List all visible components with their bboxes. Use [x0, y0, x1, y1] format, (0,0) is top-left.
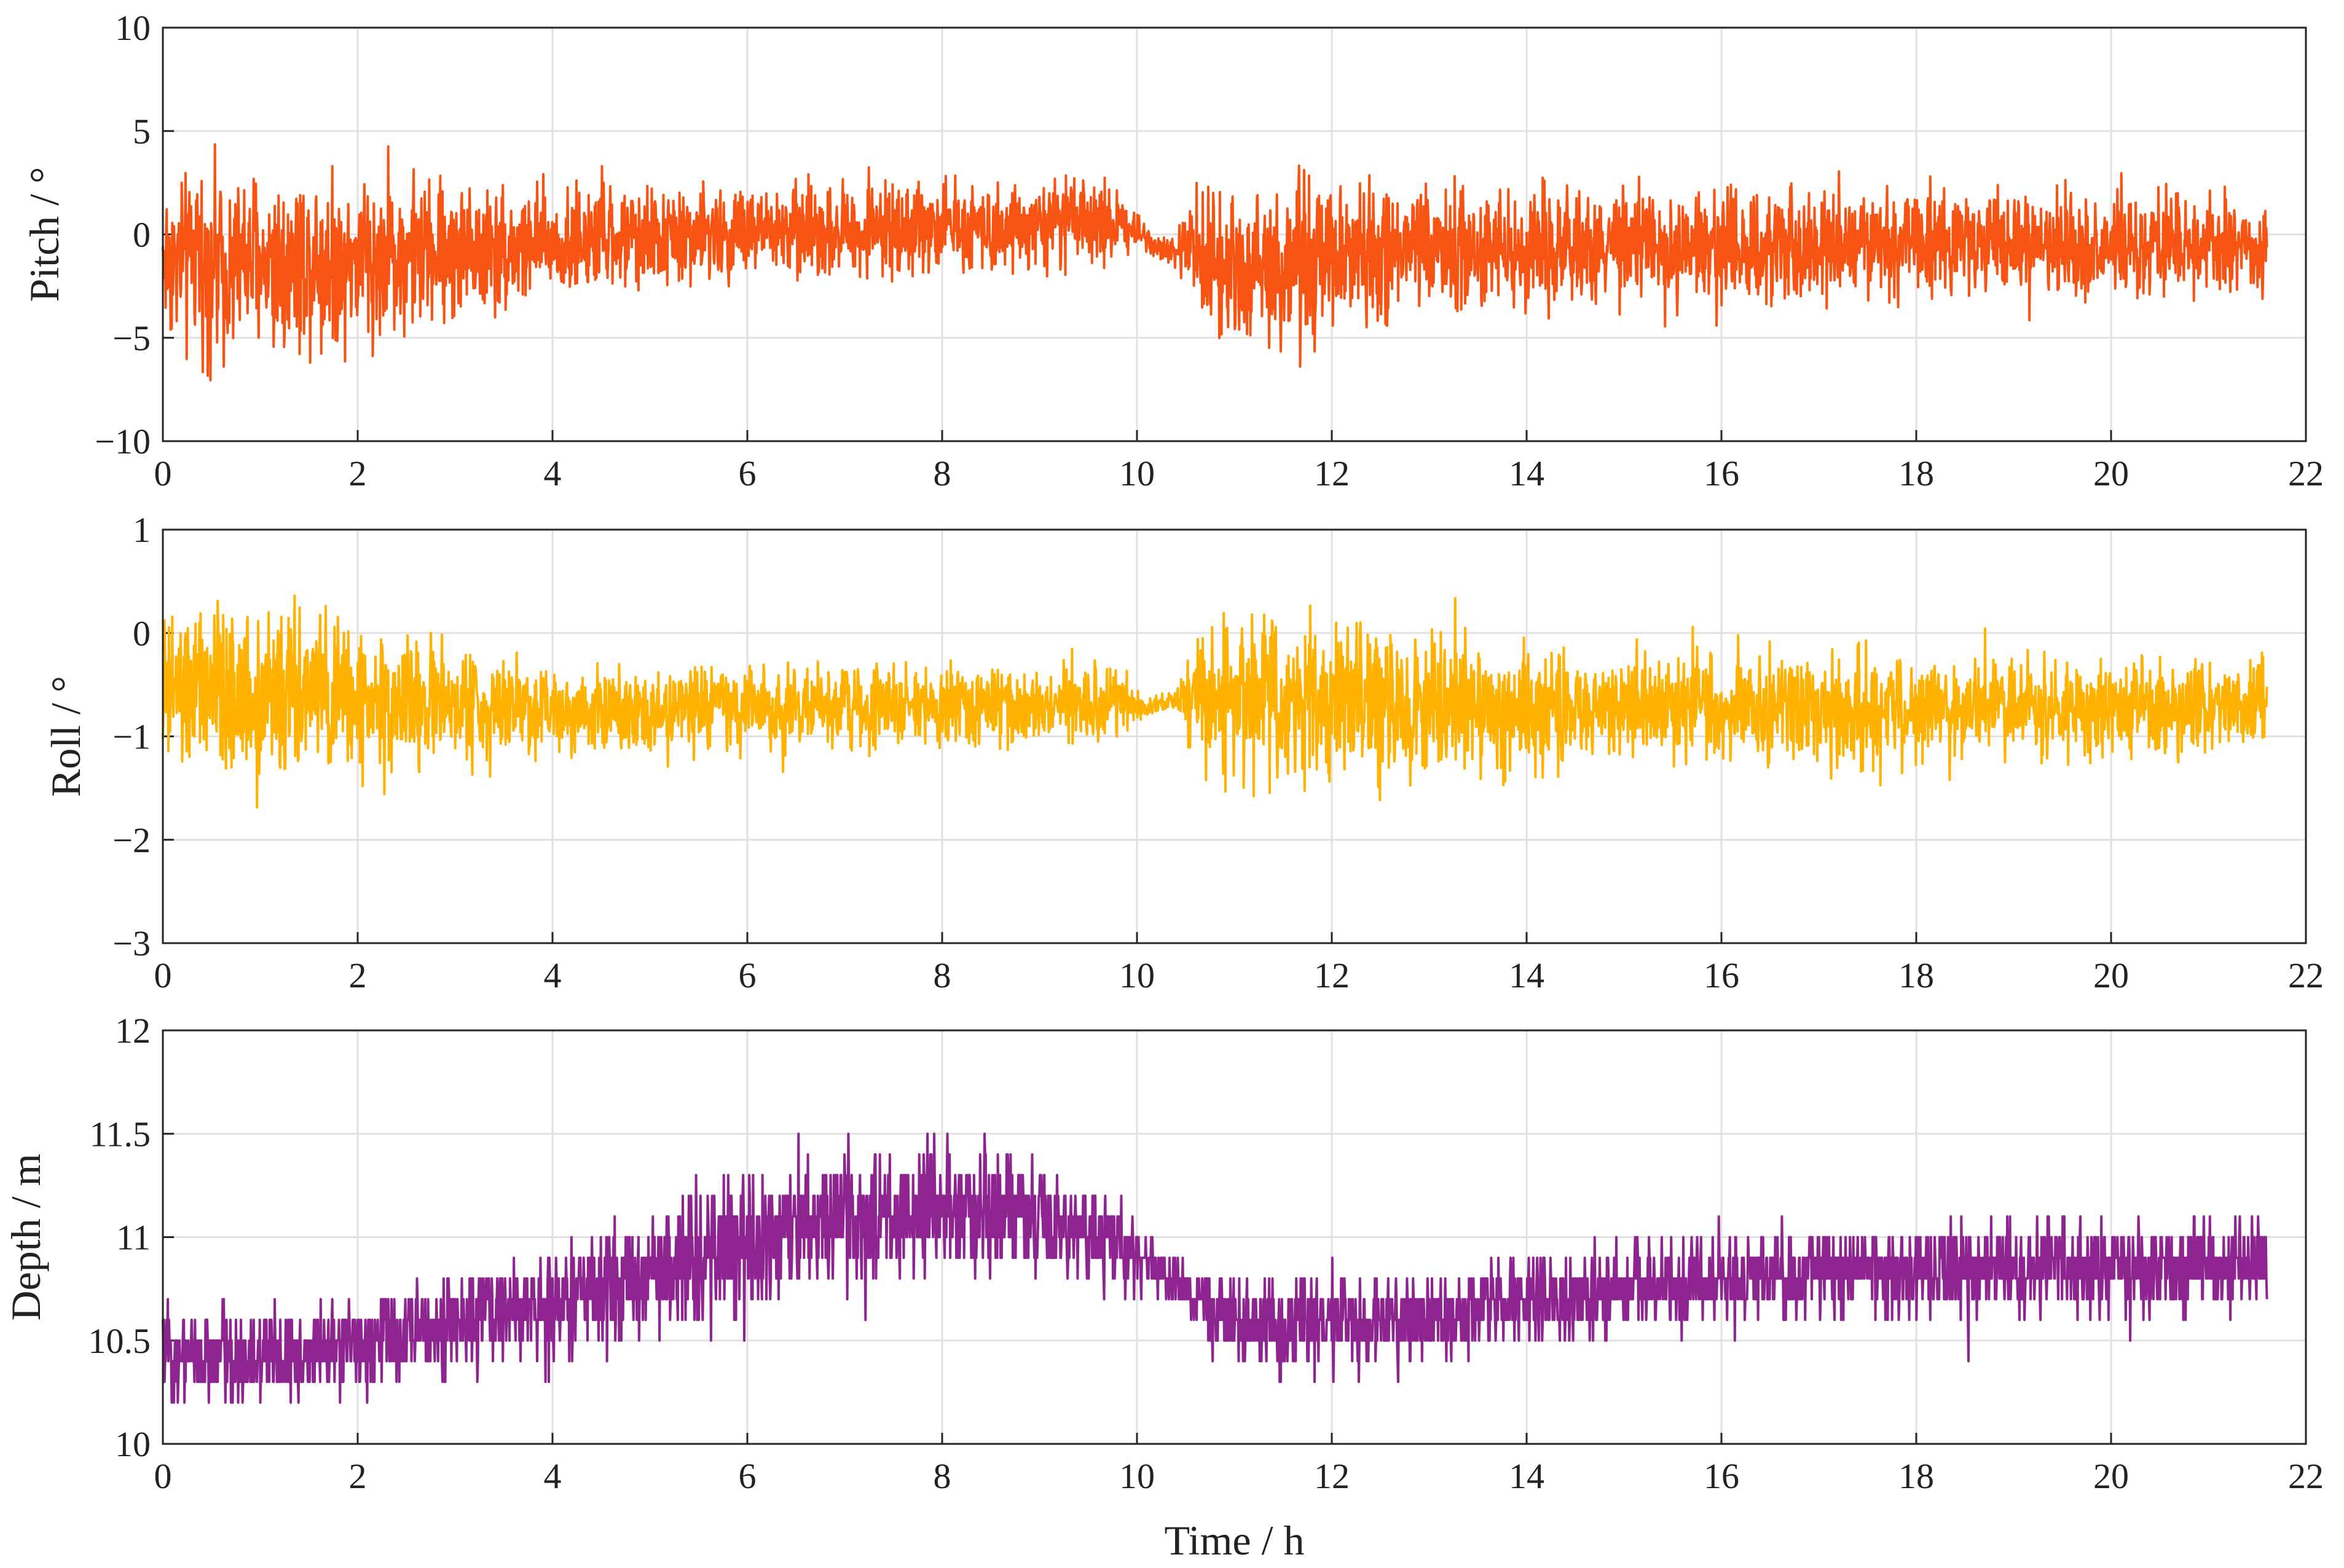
y-axis-title: Pitch / °: [21, 167, 68, 302]
y-tick-label: 12: [115, 1011, 151, 1051]
y-tick-label: 1: [133, 510, 151, 550]
x-tick-label: 2: [349, 453, 367, 493]
x-tick-label: 14: [1509, 1456, 1544, 1496]
y-tick-label: −5: [112, 318, 151, 358]
series-line: [162, 1132, 2268, 1404]
x-tick-label: 0: [154, 1456, 172, 1496]
x-tick-label: 18: [1898, 453, 1934, 493]
y-tick-label: 11.5: [90, 1114, 151, 1154]
x-tick-label: 8: [934, 1456, 951, 1496]
x-tick-label: 14: [1509, 955, 1544, 995]
y-tick-label: 5: [133, 111, 151, 151]
y-tick-label: −2: [112, 820, 151, 860]
x-tick-label: 2: [349, 955, 367, 995]
x-tick-label: 16: [1704, 955, 1739, 995]
x-tick-label: 20: [2093, 955, 2129, 995]
x-tick-label: 8: [934, 453, 951, 493]
y-tick-label: −10: [95, 421, 151, 461]
panel-1: 0 2 4 6 8 10 12 14 16 18 20 22 10 5 0 −5 −10 Pitch / °: [21, 8, 2324, 493]
x-tick-label: 10: [1119, 1456, 1155, 1496]
x-tick-label: 16: [1704, 1456, 1739, 1496]
x-tick-label: 4: [544, 955, 562, 995]
x-tick-label: 6: [739, 955, 757, 995]
x-tick-label: 20: [2093, 1456, 2129, 1496]
x-tick-label: 22: [2288, 955, 2324, 995]
x-tick-label: 12: [1314, 955, 1350, 995]
x-tick-label: 6: [739, 1456, 757, 1496]
y-tick-label: 10: [115, 8, 151, 48]
y-tick-label: −1: [112, 717, 151, 757]
y-tick-label: 10: [115, 1424, 151, 1464]
x-tick-label: 20: [2093, 453, 2129, 493]
x-tick-label: 22: [2288, 453, 2324, 493]
x-tick-label: 8: [934, 955, 951, 995]
x-tick-label: 18: [1898, 955, 1934, 995]
y-axis-title: Depth / m: [2, 1154, 49, 1321]
y-tick-label: 10.5: [88, 1321, 151, 1361]
y-tick-label: 0: [133, 613, 151, 653]
plot-frame: [162, 528, 2307, 944]
x-tick-label: 16: [1704, 453, 1739, 493]
x-tick-label: 10: [1119, 453, 1155, 493]
x-tick-label: 4: [544, 1456, 562, 1496]
y-axis-title: Roll / °: [42, 676, 89, 797]
y-tick-label: −3: [112, 923, 151, 963]
x-tick-label: 22: [2288, 1456, 2324, 1496]
x-tick-label: 2: [349, 1456, 367, 1496]
plot-frame: [162, 26, 2307, 442]
x-tick-label: 0: [154, 453, 172, 493]
x-tick-label: 18: [1898, 1456, 1934, 1496]
x-tick-label: 4: [544, 453, 562, 493]
x-tick-label: 14: [1509, 453, 1544, 493]
panel-3: 0 2 4 6 8 10 12 14 16 18 20 22 12 11.5 11 10.5 10 Depth /…: [2, 1011, 2324, 1564]
plot-frame: [162, 1029, 2307, 1445]
x-tick-label: 0: [154, 955, 172, 995]
y-tick-label: 11: [116, 1218, 151, 1258]
series-line: [162, 594, 2268, 809]
x-tick-label: 12: [1314, 1456, 1350, 1496]
x-tick-label: 6: [739, 453, 757, 493]
x-axis-title: Time / h: [1164, 1517, 1304, 1564]
x-tick-label: 10: [1119, 955, 1155, 995]
x-tick-label: 12: [1314, 453, 1350, 493]
series-line: [162, 143, 2268, 382]
y-tick-label: 0: [133, 215, 151, 255]
